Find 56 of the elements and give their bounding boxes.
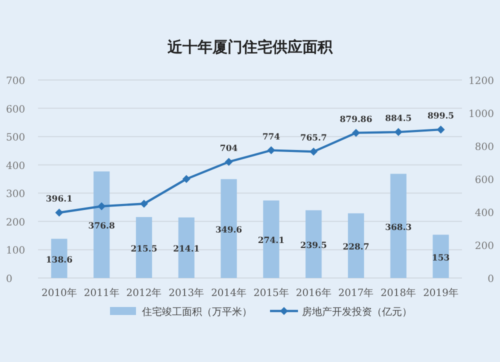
x-tick-label: 2011年 xyxy=(84,287,120,299)
x-tick-label: 2014年 xyxy=(211,287,247,299)
y-tick-label: 100 xyxy=(6,246,26,257)
x-tick-label: 2016年 xyxy=(296,287,332,299)
data-label: 774 xyxy=(262,132,280,142)
y2-tick-label: 200 xyxy=(474,241,494,252)
chart-title: 近十年厦门住宅供应面积 xyxy=(166,38,334,56)
data-label: 228.7 xyxy=(342,242,370,253)
point xyxy=(55,208,64,217)
y-tick-label: 200 xyxy=(6,217,26,228)
data-label: 153 xyxy=(432,253,450,264)
point xyxy=(310,148,318,156)
point xyxy=(394,128,402,136)
legend-label: 住宅竣工面积（万平米） xyxy=(142,306,252,318)
data-label: 138.6 xyxy=(46,255,73,266)
y-tick-label: 300 xyxy=(6,189,26,200)
point xyxy=(436,126,445,134)
y-tick-label: 600 xyxy=(6,104,26,116)
x-tick-label: 2012年 xyxy=(126,287,162,299)
point xyxy=(267,146,276,154)
y-tick-label: 500 xyxy=(6,132,26,144)
data-label: 274.1 xyxy=(258,236,285,246)
data-label: 884.5 xyxy=(385,114,412,124)
data-label: 396.1 xyxy=(46,194,73,205)
data-label: 704 xyxy=(220,144,238,154)
y2-tick-label: 1000 xyxy=(468,109,494,120)
bar xyxy=(432,234,449,278)
y-tick-label: 400 xyxy=(6,160,26,172)
data-label: 899.5 xyxy=(427,112,454,122)
data-label: 349.6 xyxy=(215,226,242,236)
y2-tick-label: 600 xyxy=(474,175,494,186)
x-tick-label: 2010年 xyxy=(41,287,77,299)
y2-tick-label: 800 xyxy=(474,142,494,153)
x-tick-label: 2015年 xyxy=(253,287,289,299)
y2-tick-label: 0 xyxy=(488,274,494,285)
legend-label: 房地产开发投资（亿元） xyxy=(302,306,412,318)
y-tick-label: 0 xyxy=(6,274,12,285)
data-label: 879.86 xyxy=(340,114,372,125)
data-label: 368.3 xyxy=(385,222,412,233)
y-tick-label: 700 xyxy=(6,76,26,87)
data-label: 239.5 xyxy=(300,241,327,252)
point xyxy=(352,128,360,137)
y2-tick-label: 1200 xyxy=(468,76,494,87)
point xyxy=(140,200,148,208)
x-tick-label: 2017年 xyxy=(338,287,374,299)
point xyxy=(224,158,233,166)
data-label: 214.1 xyxy=(173,244,200,255)
point xyxy=(98,202,106,210)
data-label: 376.8 xyxy=(88,222,115,232)
point xyxy=(182,175,190,183)
y2-tick-label: 400 xyxy=(474,208,494,219)
x-tick-label: 2019年 xyxy=(423,287,459,299)
data-label: 215.5 xyxy=(130,244,158,255)
data-label: 765.7 xyxy=(300,134,327,144)
x-tick-label: 2013年 xyxy=(168,287,204,299)
x-tick-label: 2018年 xyxy=(380,287,416,299)
